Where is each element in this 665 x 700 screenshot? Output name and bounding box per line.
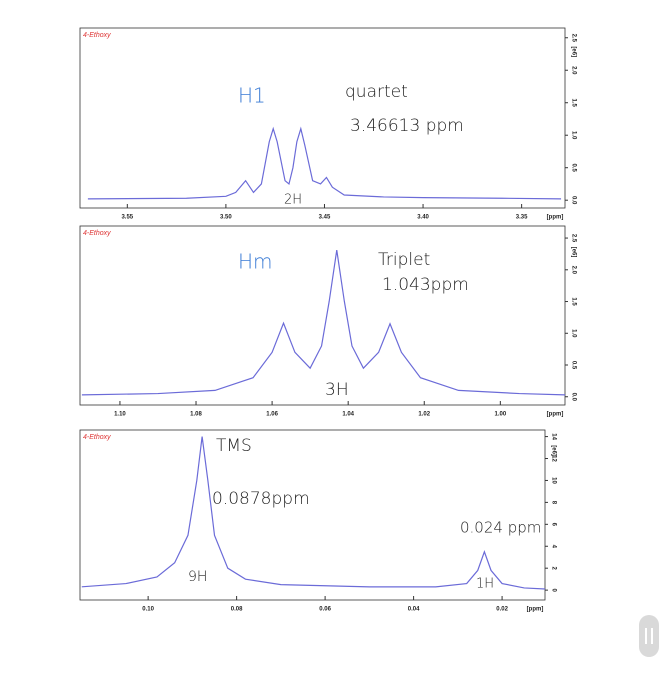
- y-tick-label: 4: [550, 545, 556, 549]
- annotation: quartet: [345, 82, 408, 102]
- x-tick-label: 0.10: [142, 607, 154, 613]
- y-axis-label: [e6]: [570, 247, 576, 258]
- y-tick-label: 2.5: [570, 234, 576, 243]
- spectrum-line: [81, 250, 566, 396]
- x-tick-label: 1.08: [190, 412, 202, 418]
- x-tick-label: 1.00: [494, 412, 506, 418]
- y-axis-label: [e6]: [570, 46, 576, 57]
- plot-frame: [79, 27, 566, 209]
- y-tick-label: 1.0: [570, 329, 576, 338]
- chart-title: 4-Ethoxy: [83, 32, 111, 39]
- annotation: 3.46613 ppm: [350, 116, 464, 136]
- y-tick-label: 12: [550, 455, 556, 462]
- x-tick-label: 0.08: [231, 607, 243, 613]
- annotation: Triplet: [378, 250, 430, 270]
- y-axis-label: [e6]: [550, 445, 556, 456]
- x-tick-label: 0.04: [408, 607, 420, 613]
- annotation: 2H: [284, 193, 302, 208]
- x-tick-label: 3.45: [319, 215, 331, 221]
- annotation: 0.024 ppm: [460, 519, 541, 537]
- annotation: 3H: [325, 380, 349, 400]
- scroll-handle[interactable]: [639, 615, 659, 657]
- x-tick-label: 0.06: [319, 607, 331, 613]
- y-tick-label: 0: [550, 588, 556, 592]
- y-tick-label: 10: [550, 477, 556, 484]
- y-tick-label: 2.0: [570, 66, 576, 75]
- chart: 4-Ethoxy 0.10 0.08 0.06 0.04 0.02 [ppm] 0 2 4 6 8 10…: [79, 429, 556, 613]
- annotation: 1H: [476, 577, 494, 592]
- chart: 4-Ethoxy 3.55 3.50 3.45 3.40 3.35 [ppm] 0.0 0.5 1…: [79, 27, 576, 221]
- y-tick-label: 0.5: [570, 361, 576, 370]
- spectrum-line: [81, 436, 546, 590]
- x-tick-label: 3.55: [121, 215, 133, 221]
- annotation: 0.0878ppm: [212, 489, 310, 509]
- x-tick-label: 1.10: [114, 412, 126, 418]
- x-axis-label: [ppm]: [547, 215, 564, 221]
- annotation: Hm: [238, 250, 273, 274]
- chart-title: 4-Ethoxy: [83, 230, 111, 237]
- annotation: 9H: [188, 569, 207, 585]
- y-tick-label: 1.0: [570, 131, 576, 140]
- spectrum-line: [87, 126, 562, 200]
- y-tick-label: 6: [550, 523, 556, 527]
- chart: 4-Ethoxy 1.10 1.08 1.06 1.04 1.02 1.00 [ppm] 0.0…: [79, 225, 576, 418]
- plot-frame: [79, 429, 546, 601]
- x-tick-label: 1.06: [266, 412, 278, 418]
- x-tick-label: 3.40: [417, 215, 429, 221]
- y-tick-label: 2: [550, 567, 556, 571]
- annotations: H1 quartet 3.46613 ppm 2H Hm Triplet 1.0…: [188, 82, 541, 592]
- x-tick-label: 1.02: [418, 412, 430, 418]
- y-tick-label: 0.0: [570, 196, 576, 205]
- y-tick-label: 0.5: [570, 164, 576, 173]
- x-axis-label: [ppm]: [547, 412, 564, 418]
- x-axis-label: [ppm]: [527, 607, 544, 613]
- handle[interactable]: [639, 615, 659, 657]
- x-tick-label: 3.50: [220, 215, 232, 221]
- plot-frame: [79, 225, 566, 406]
- y-tick-label: 14: [550, 433, 556, 440]
- y-tick-label: 2.0: [570, 266, 576, 275]
- chart-title: 4-Ethoxy: [83, 434, 111, 441]
- y-tick-label: 2.5: [570, 34, 576, 43]
- y-tick-label: 1.5: [570, 99, 576, 108]
- x-tick-label: 1.04: [342, 412, 354, 418]
- annotation: TMS: [216, 436, 252, 456]
- annotation: 1.043ppm: [382, 275, 469, 295]
- y-tick-label: 0.0: [570, 393, 576, 402]
- x-tick-label: 0.02: [496, 607, 508, 613]
- y-tick-label: 8: [550, 501, 556, 505]
- annotation: H1: [238, 84, 266, 108]
- y-tick-label: 1.5: [570, 297, 576, 306]
- x-tick-label: 3.35: [516, 215, 528, 221]
